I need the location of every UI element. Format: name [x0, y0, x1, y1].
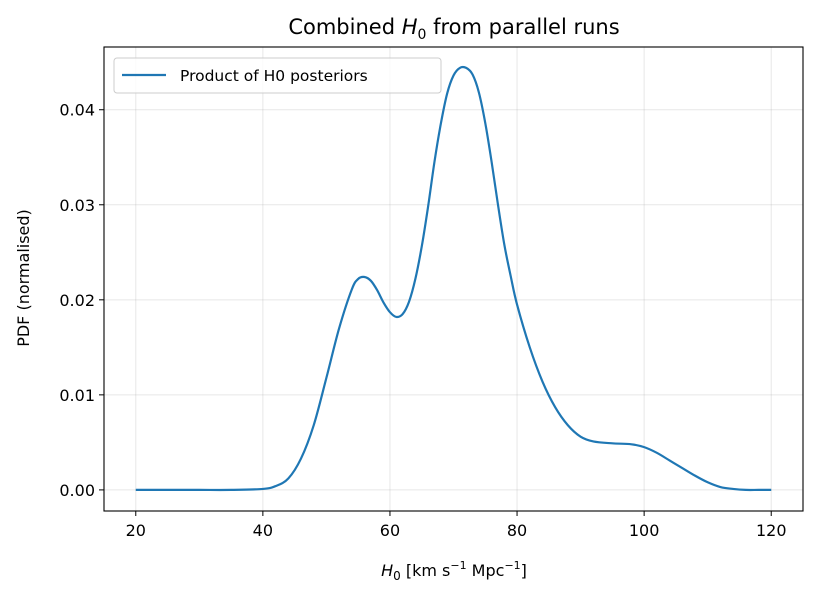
series-line — [135, 65, 772, 492]
x-tick-label: 80 — [507, 521, 527, 540]
y-tick-label: 0.03 — [59, 196, 95, 215]
x-tick-label: 100 — [629, 521, 660, 540]
y-axis-label: PDF (normalised) — [14, 209, 33, 347]
y-tick-label: 0.02 — [59, 291, 95, 310]
legend-box — [113, 57, 442, 94]
legend-label: Product of H0 posteriors — [180, 67, 368, 85]
chart-title: Combined H0 from parallel runs — [288, 15, 619, 43]
axis-ticks: 20 40 60 80 100 120 0.00 0.01 0.02 0.03 0.04 — [59, 101, 786, 540]
legend: Product of H0 posteriors — [113, 57, 442, 94]
axes-frame — [103, 46, 804, 512]
x-tick-label: 20 — [126, 521, 146, 540]
x-tick-label: 40 — [253, 521, 273, 540]
y-tick-label: 0.04 — [59, 101, 95, 120]
grid — [104, 47, 803, 511]
x-tick-label: 60 — [380, 521, 400, 540]
x-tick-label: 120 — [756, 521, 787, 540]
plot-area — [135, 65, 772, 492]
y-tick-label: 0.01 — [59, 386, 95, 405]
x-axis-label: H0 [km s−1 Mpc−1] — [381, 559, 527, 583]
y-tick-label: 0.00 — [59, 481, 95, 500]
